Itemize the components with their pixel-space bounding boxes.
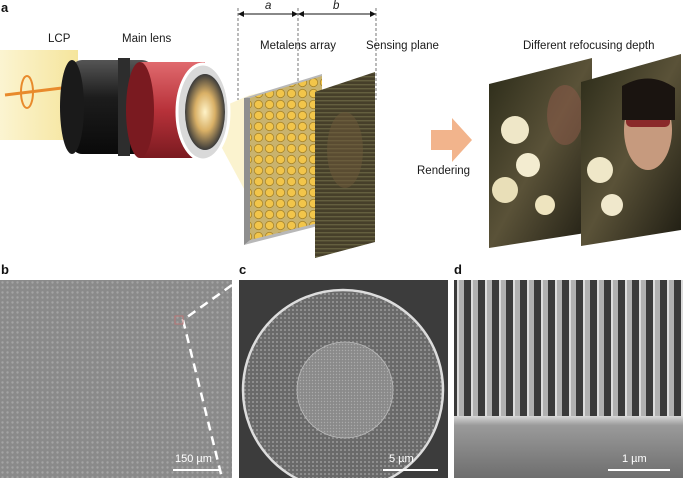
scale-label-b: 150 µm xyxy=(175,453,212,465)
refocused-image-far xyxy=(581,54,681,246)
panel-b-letter: b xyxy=(1,262,9,277)
dimension-a-label: a xyxy=(265,0,272,12)
sensing-plane-icon xyxy=(315,72,375,258)
scale-label-c: 5 µm xyxy=(389,453,414,465)
sem-image-c: 5 µm xyxy=(239,280,448,478)
refocused-image-near xyxy=(489,58,592,248)
main-lens-label: Main lens xyxy=(122,33,172,45)
rendering-label: Rendering xyxy=(417,165,471,177)
panel-a-letter: a xyxy=(1,0,9,15)
scale-bar-b xyxy=(173,469,221,471)
sensing-plane-label: Sensing plane xyxy=(366,40,439,52)
scale-bar-c xyxy=(383,469,438,471)
metalens-array-label: Metalens array xyxy=(260,40,337,52)
sem-image-d: 1 µm xyxy=(454,280,683,478)
rendering-arrow-icon xyxy=(431,118,472,162)
light-beam xyxy=(0,50,78,140)
dimension-b-label: b xyxy=(333,0,340,12)
scale-bar-d xyxy=(608,469,670,471)
refocusing-depth-label: Different refocusing depth xyxy=(523,40,655,52)
scale-label-d: 1 µm xyxy=(622,453,647,465)
metalens-array-icon xyxy=(244,74,322,245)
lcp-label: LCP xyxy=(48,33,71,45)
beam-direction-arrow-icon xyxy=(4,86,63,97)
panel-c-letter: c xyxy=(239,262,247,277)
sem-image-b: 150 µm xyxy=(0,280,232,478)
panel-d-letter: d xyxy=(454,262,462,277)
panel-a-illustration xyxy=(0,8,681,258)
main-lens-icon xyxy=(60,58,231,162)
